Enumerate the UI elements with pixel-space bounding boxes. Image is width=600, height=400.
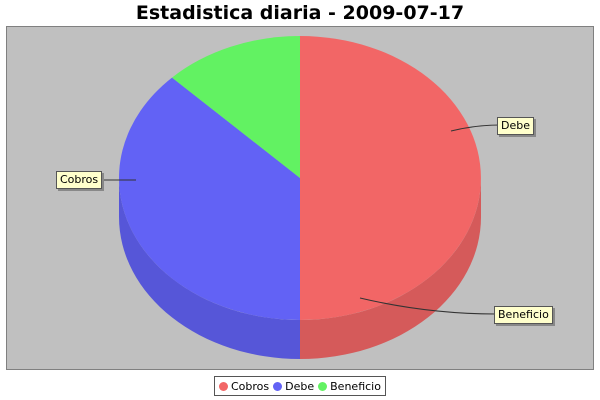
legend-label-debe: Debe [285, 379, 315, 393]
leader-line-debe [450, 124, 501, 132]
pie-side-debe [119, 178, 300, 359]
callout-beneficio: Beneficio [494, 306, 553, 324]
legend: Cobros Debe Beneficio [214, 376, 386, 396]
pie-slice-beneficio [172, 36, 300, 178]
legend-label-beneficio: Beneficio [330, 379, 381, 393]
pie-top [119, 36, 481, 320]
legend-item-cobros: Cobros [219, 380, 269, 393]
legend-swatch-cobros [219, 381, 228, 391]
leader-line-beneficio [359, 297, 497, 315]
legend-item-beneficio: Beneficio [318, 380, 381, 393]
callout-cobros: Cobros [56, 171, 103, 189]
legend-item-debe: Debe [273, 380, 314, 393]
legend-swatch-debe [273, 381, 283, 391]
legend-label-cobros: Cobros [231, 379, 270, 393]
pie-slice-cobros [300, 36, 481, 320]
legend-swatch-beneficio [318, 381, 328, 391]
pie-side-walls [119, 178, 481, 359]
pie-slice-debe [119, 77, 300, 320]
chart-title: Estadistica diaria - 2009-07-17 [135, 2, 465, 24]
pie-side-cobros [300, 178, 481, 359]
callout-debe: Debe [497, 117, 534, 135]
